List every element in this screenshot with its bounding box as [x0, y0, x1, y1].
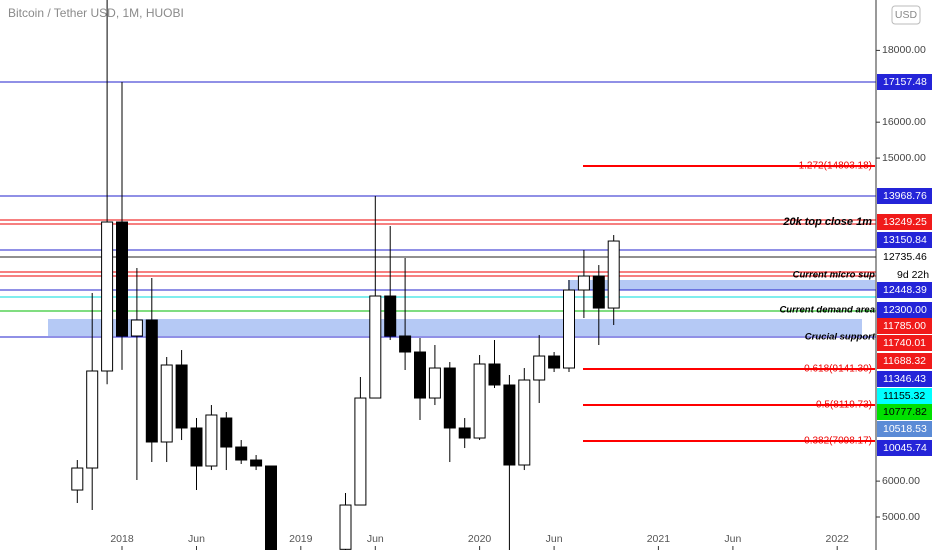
- price-label-box: [877, 232, 932, 248]
- y-tick-label: 15000.00: [882, 152, 926, 164]
- micro-support-zone: [568, 280, 875, 290]
- fib-label: 0.618(9141.30): [804, 364, 872, 375]
- candle-body: [86, 370, 99, 469]
- price-label-box: [877, 282, 932, 298]
- price-label-box: [877, 421, 932, 437]
- candle-body: [160, 364, 173, 443]
- price-label: 11688.32: [883, 355, 926, 367]
- fib-label: 0.382(7098.17): [804, 436, 872, 447]
- x-tick-label: Jun: [188, 533, 205, 545]
- candle-body: [145, 319, 158, 443]
- candle-body: [533, 355, 546, 381]
- candle-body: [503, 384, 516, 466]
- price-label: 13249.25: [883, 216, 927, 228]
- crucial-support-zone: [48, 319, 862, 336]
- price-label: 12448.39: [883, 284, 927, 296]
- price-label: 12300.00: [883, 304, 927, 316]
- price-label-box: [877, 371, 932, 387]
- price-label-box: [877, 318, 932, 334]
- x-tick-label: Jun: [546, 533, 563, 545]
- price-label: 17157.48: [883, 76, 927, 88]
- candle-body: [205, 414, 218, 467]
- candle-body: [190, 427, 203, 467]
- candle-body: [414, 351, 426, 399]
- countdown: 9d 22h: [897, 269, 929, 281]
- x-tick-label: 2019: [289, 533, 313, 545]
- candle-body: [339, 504, 352, 550]
- currency-badge[interactable]: [891, 5, 921, 25]
- price-label-box: [877, 214, 932, 230]
- price-label: 10045.74: [883, 442, 927, 454]
- annotation: Current micro sup: [793, 270, 876, 281]
- x-tick-label: Jun: [367, 533, 384, 545]
- candle-body: [443, 367, 456, 429]
- price-label-box: [877, 388, 932, 404]
- annotation: Crucial support: [805, 332, 876, 343]
- candle-body: [577, 275, 590, 291]
- candle-body: [101, 221, 114, 372]
- y-tick-label: 5000.00: [882, 511, 920, 523]
- price-label: 11155.32: [883, 390, 925, 402]
- price-label-box: [877, 302, 932, 318]
- candle-body: [220, 417, 233, 448]
- candle-body: [473, 363, 486, 439]
- price-label-box: [877, 74, 932, 90]
- price-label-box: [877, 440, 932, 456]
- price-label: 12735.46: [883, 251, 927, 263]
- price-label: 13150.84: [883, 234, 927, 246]
- candle-body: [607, 240, 620, 309]
- candle-body: [488, 363, 501, 386]
- candle-body: [175, 364, 188, 429]
- chart-title: Bitcoin / Tether USD, 1M, HUOBI: [8, 6, 184, 20]
- plot-area: [0, 0, 876, 550]
- x-tick-label: 2022: [826, 533, 850, 545]
- candle-body: [250, 459, 263, 467]
- candle-body: [518, 379, 531, 466]
- fib-label: 1.272(14803.18): [799, 161, 872, 172]
- candle-body: [399, 335, 412, 353]
- price-label-box: [877, 249, 932, 265]
- candle-body: [548, 355, 561, 369]
- candle-body: [235, 446, 248, 461]
- price-label: 10518.53: [883, 423, 927, 435]
- x-tick-label: 2018: [110, 533, 134, 545]
- candle-body: [354, 397, 367, 506]
- price-label: 11346.43: [883, 373, 926, 385]
- candle-body: [369, 295, 382, 399]
- candle-body: [71, 467, 84, 491]
- candle-body: [116, 221, 128, 337]
- price-label: 11740.01: [883, 337, 926, 349]
- y-tick-label: 6000.00: [882, 475, 920, 487]
- x-tick-label: 2021: [647, 533, 671, 545]
- price-label-box: [877, 188, 932, 204]
- y-tick-label: 18000.00: [882, 44, 926, 56]
- currency[interactable]: USD: [895, 9, 918, 21]
- candle-body: [592, 275, 605, 309]
- candle-body: [428, 367, 441, 399]
- x-tick-label: 2020: [468, 533, 492, 545]
- price-label: 13968.76: [883, 190, 927, 202]
- candle-body: [265, 465, 277, 550]
- fib-label: 0.5(8119.73): [816, 400, 872, 411]
- annotation: Current demand area: [779, 305, 875, 316]
- annotation: 20k top close 1m: [782, 216, 872, 228]
- price-label-box: [877, 353, 932, 369]
- candle-body: [458, 427, 471, 439]
- candle-body: [130, 319, 143, 337]
- price-label: 10777.82: [883, 406, 927, 418]
- y-tick-label: 16000.00: [882, 116, 926, 128]
- price-label-box: [877, 404, 932, 420]
- price-label: 11785.00: [883, 320, 926, 332]
- candle-body: [384, 295, 397, 337]
- price-label-box: [877, 335, 932, 351]
- candle-body: [563, 289, 575, 369]
- x-tick-label: Jun: [724, 533, 741, 545]
